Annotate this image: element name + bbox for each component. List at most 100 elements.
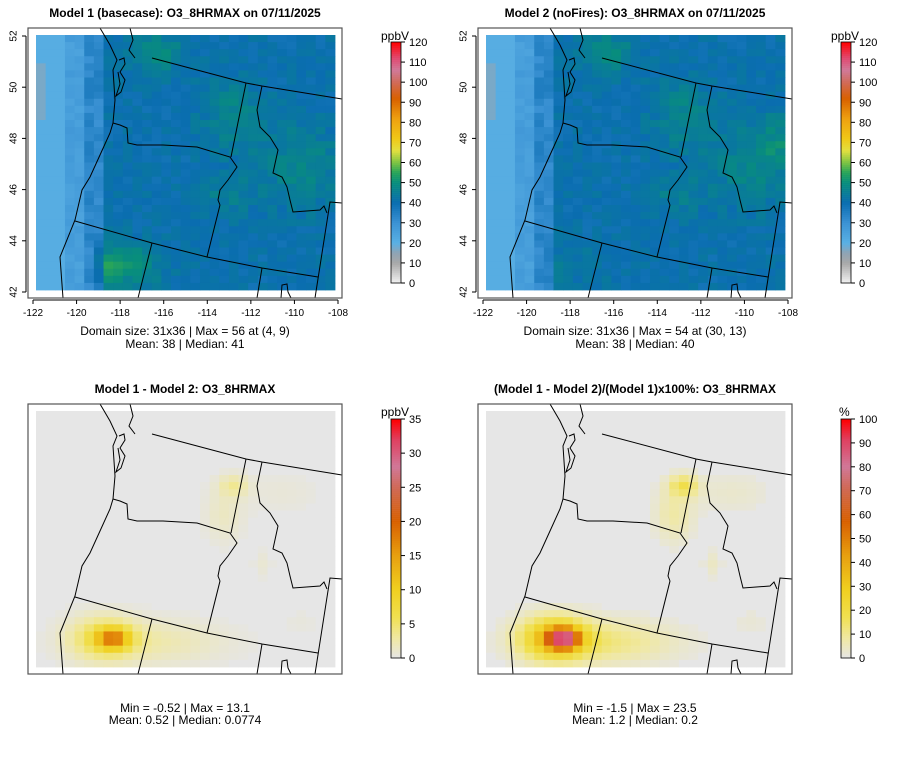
heatmap-cell <box>496 127 506 134</box>
heatmap-cell <box>679 447 689 455</box>
heatmap-cell <box>200 575 210 583</box>
heatmap-cell <box>640 653 650 661</box>
heatmap-cell <box>248 589 258 597</box>
x-tick-label: -112 <box>691 308 711 319</box>
heatmap-cell <box>123 539 133 547</box>
heatmap-cell <box>563 163 573 170</box>
heatmap-cell <box>296 283 306 290</box>
heatmap-cell <box>611 553 621 561</box>
colorbar-segment <box>391 626 401 628</box>
heatmap-cell <box>689 212 699 219</box>
heatmap-cell <box>239 56 249 63</box>
heatmap-cell <box>592 49 602 56</box>
heatmap-cell <box>94 546 104 554</box>
heatmap-cell <box>689 553 699 561</box>
heatmap-cell <box>306 411 316 419</box>
heatmap-cell <box>708 511 718 519</box>
heatmap-cell <box>65 489 75 497</box>
colorbar-segment <box>391 277 401 279</box>
heatmap-cell <box>123 660 133 668</box>
heatmap-cell <box>258 70 268 77</box>
heatmap-cell <box>717 78 727 85</box>
heatmap-cell <box>737 134 747 141</box>
heatmap-cell <box>515 432 525 440</box>
heatmap-cell <box>75 525 85 533</box>
heatmap-cell <box>94 439 104 447</box>
heatmap-cell <box>325 532 335 540</box>
heatmap-cell <box>277 205 287 212</box>
heatmap-cell <box>94 447 104 455</box>
heatmap-cell <box>36 567 46 575</box>
heatmap-cell <box>239 553 249 561</box>
heatmap-cell <box>94 496 104 504</box>
heatmap-cell <box>592 603 602 611</box>
heatmap-cell <box>582 63 592 70</box>
heatmap-cell <box>104 631 114 639</box>
heatmap-cell <box>689 525 699 533</box>
heatmap-cell <box>210 546 220 554</box>
heatmap-cell <box>689 496 699 504</box>
heatmap-cell <box>123 546 133 554</box>
y-tick-label: 44 <box>9 235 20 247</box>
colorbar-segment <box>841 249 851 251</box>
heatmap-cell <box>525 85 535 92</box>
heatmap-cell <box>84 49 94 56</box>
heatmap-cell <box>325 482 335 490</box>
heatmap-cell <box>306 518 316 526</box>
heatmap-cell <box>746 439 756 447</box>
heatmap-cell <box>689 240 699 247</box>
heatmap-cell <box>161 85 171 92</box>
x-tick-label: -110 <box>735 308 755 319</box>
heatmap-cell <box>296 106 306 113</box>
heatmap-cell <box>171 35 181 42</box>
heatmap-cell <box>631 560 641 568</box>
colorbar-segment <box>391 523 401 525</box>
heatmap-cell <box>525 454 535 462</box>
heatmap-cell <box>36 35 46 42</box>
heatmap-cell <box>766 560 776 568</box>
heatmap-cell <box>277 163 287 170</box>
heatmap-cell <box>161 532 171 540</box>
heatmap-cell <box>229 198 239 205</box>
colorbar-segment <box>391 431 401 433</box>
heatmap-cell <box>689 567 699 575</box>
heatmap-cell <box>486 567 496 575</box>
heatmap-cell <box>55 660 65 668</box>
heatmap-cell <box>756 70 766 77</box>
heatmap-cell <box>296 42 306 49</box>
colorbar-segment <box>841 122 851 124</box>
heatmap-cell <box>287 276 297 283</box>
colorbar-tick-label: 0 <box>409 278 415 290</box>
heatmap-cell <box>640 134 650 141</box>
heatmap-cell <box>496 511 506 519</box>
heatmap-cell <box>679 248 689 255</box>
heatmap-cell <box>486 240 496 247</box>
colorbar-segment <box>391 201 401 203</box>
heatmap-cell <box>592 127 602 134</box>
colorbar-segment <box>391 199 401 201</box>
heatmap-cell <box>181 35 191 42</box>
heatmap-cell <box>104 624 114 632</box>
heatmap-cell <box>486 219 496 226</box>
heatmap-cell <box>631 120 641 127</box>
heatmap-cell <box>486 475 496 483</box>
heatmap-cell <box>123 447 133 455</box>
colorbar-segment <box>841 70 851 72</box>
heatmap-cell <box>200 461 210 469</box>
colorbar-segment <box>841 177 851 179</box>
heatmap-cell <box>746 447 756 455</box>
heatmap-cell <box>325 439 335 447</box>
heatmap-cell <box>75 425 85 433</box>
heatmap-cell <box>592 503 602 511</box>
heatmap-cell <box>229 184 239 191</box>
colorbar-segment <box>391 493 401 495</box>
heatmap-cell <box>75 226 85 233</box>
heatmap-cell <box>267 78 277 85</box>
heatmap-cell <box>84 134 94 141</box>
heatmap-cell <box>258 35 268 42</box>
heatmap-cell <box>611 603 621 611</box>
heatmap-cell <box>775 553 785 561</box>
heatmap-cell <box>554 432 564 440</box>
heatmap-cell <box>210 482 220 490</box>
heatmap-cell <box>36 489 46 497</box>
